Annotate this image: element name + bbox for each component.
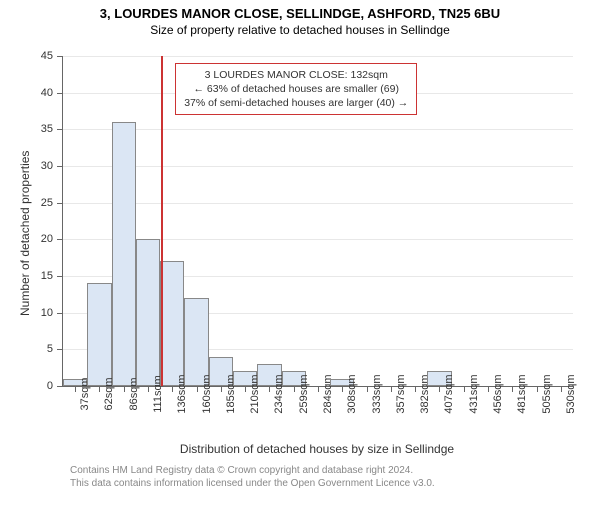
histogram-bar bbox=[160, 261, 184, 386]
footnote: Contains HM Land Registry data © Crown c… bbox=[70, 464, 435, 490]
y-tick-label: 15 bbox=[41, 270, 53, 282]
gridline bbox=[63, 56, 573, 57]
x-tick bbox=[75, 386, 76, 392]
x-tick-label: 431sqm bbox=[468, 374, 480, 413]
x-tick bbox=[537, 386, 538, 392]
y-tick bbox=[57, 203, 63, 204]
y-tick bbox=[57, 56, 63, 57]
plot-area: 05101520253035404537sqm62sqm86sqm111sqm1… bbox=[62, 56, 573, 387]
y-tick-label: 35 bbox=[41, 123, 53, 135]
y-tick bbox=[57, 93, 63, 94]
y-tick bbox=[57, 276, 63, 277]
x-tick bbox=[172, 386, 173, 392]
x-tick bbox=[245, 386, 246, 392]
x-tick bbox=[294, 386, 295, 392]
y-tick bbox=[57, 386, 63, 387]
chart-title-sub: Size of property relative to detached ho… bbox=[0, 23, 600, 37]
x-tick-label: 530sqm bbox=[565, 374, 577, 413]
histogram-bar bbox=[112, 122, 136, 386]
y-tick-label: 45 bbox=[41, 50, 53, 62]
x-tick-label: 456sqm bbox=[492, 374, 504, 413]
x-tick bbox=[561, 386, 562, 392]
x-tick bbox=[464, 386, 465, 392]
x-tick bbox=[318, 386, 319, 392]
x-tick-label: 407sqm bbox=[443, 374, 455, 413]
x-tick bbox=[269, 386, 270, 392]
y-tick-label: 40 bbox=[41, 87, 53, 99]
x-tick-label: 505sqm bbox=[541, 374, 553, 413]
y-tick bbox=[57, 239, 63, 240]
gridline bbox=[63, 129, 573, 130]
y-tick bbox=[57, 166, 63, 167]
y-tick-label: 20 bbox=[41, 233, 53, 245]
x-tick bbox=[415, 386, 416, 392]
x-tick-label: 481sqm bbox=[516, 374, 528, 413]
annotation-box: 3 LOURDES MANOR CLOSE: 132sqm← 63% of de… bbox=[175, 63, 417, 116]
y-tick bbox=[57, 349, 63, 350]
gridline bbox=[63, 203, 573, 204]
y-axis-title: Number of detached properties bbox=[18, 151, 32, 316]
x-tick bbox=[512, 386, 513, 392]
x-axis-title: Distribution of detached houses by size … bbox=[62, 442, 572, 456]
y-tick-label: 10 bbox=[41, 307, 53, 319]
x-tick-label: 357sqm bbox=[395, 374, 407, 413]
reference-line bbox=[161, 56, 163, 386]
x-tick-label: 333sqm bbox=[371, 374, 383, 413]
x-tick bbox=[488, 386, 489, 392]
y-tick-label: 0 bbox=[47, 380, 53, 392]
annotation-line: 3 LOURDES MANOR CLOSE: 132sqm bbox=[184, 68, 408, 82]
y-tick bbox=[57, 129, 63, 130]
x-tick bbox=[342, 386, 343, 392]
x-tick-label: 259sqm bbox=[298, 374, 310, 413]
y-tick-label: 30 bbox=[41, 160, 53, 172]
x-tick bbox=[197, 386, 198, 392]
chart-title-main: 3, LOURDES MANOR CLOSE, SELLINDGE, ASHFO… bbox=[0, 6, 600, 21]
x-tick bbox=[99, 386, 100, 392]
x-tick bbox=[124, 386, 125, 392]
gridline bbox=[63, 166, 573, 167]
annotation-line: 37% of semi-detached houses are larger (… bbox=[184, 96, 408, 110]
histogram-bar bbox=[184, 298, 208, 386]
x-tick bbox=[367, 386, 368, 392]
x-tick-label: 308sqm bbox=[346, 374, 358, 413]
x-tick bbox=[391, 386, 392, 392]
x-tick bbox=[221, 386, 222, 392]
annotation-line: ← 63% of detached houses are smaller (69… bbox=[184, 82, 408, 96]
footnote-line1: Contains HM Land Registry data © Crown c… bbox=[70, 465, 413, 476]
x-tick bbox=[439, 386, 440, 392]
y-tick-label: 5 bbox=[47, 343, 53, 355]
y-tick-label: 25 bbox=[41, 197, 53, 209]
histogram-bar bbox=[136, 239, 160, 386]
x-tick bbox=[148, 386, 149, 392]
y-tick bbox=[57, 313, 63, 314]
histogram-bar bbox=[87, 283, 111, 386]
footnote-line2: This data contains information licensed … bbox=[70, 478, 435, 489]
